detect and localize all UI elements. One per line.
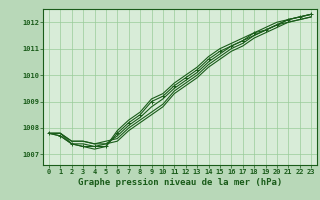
- X-axis label: Graphe pression niveau de la mer (hPa): Graphe pression niveau de la mer (hPa): [78, 178, 282, 187]
